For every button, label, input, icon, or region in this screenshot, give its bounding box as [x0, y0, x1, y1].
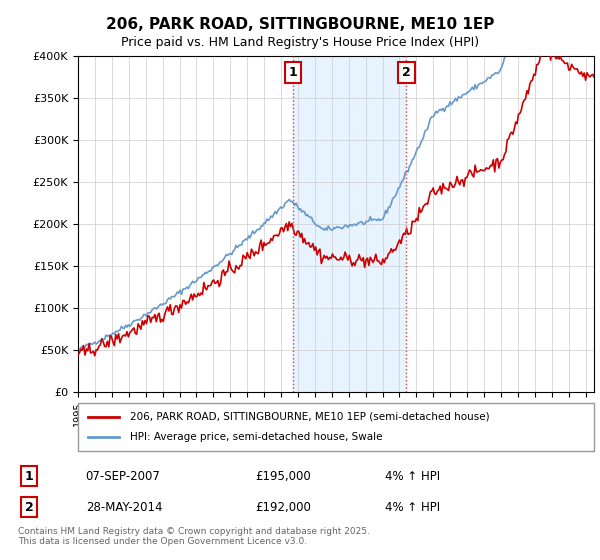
Text: £192,000: £192,000: [255, 501, 311, 514]
Text: Price paid vs. HM Land Registry's House Price Index (HPI): Price paid vs. HM Land Registry's House …: [121, 36, 479, 49]
Text: 2: 2: [402, 66, 411, 79]
Text: 206, PARK ROAD, SITTINGBOURNE, ME10 1EP: 206, PARK ROAD, SITTINGBOURNE, ME10 1EP: [106, 17, 494, 32]
Text: HPI: Average price, semi-detached house, Swale: HPI: Average price, semi-detached house,…: [130, 432, 382, 442]
Text: 206, PARK ROAD, SITTINGBOURNE, ME10 1EP (semi-detached house): 206, PARK ROAD, SITTINGBOURNE, ME10 1EP …: [130, 412, 489, 422]
Text: 07-SEP-2007: 07-SEP-2007: [86, 470, 161, 483]
Text: 4% ↑ HPI: 4% ↑ HPI: [385, 501, 440, 514]
Text: 1: 1: [25, 470, 34, 483]
Text: 4% ↑ HPI: 4% ↑ HPI: [385, 470, 440, 483]
Text: £195,000: £195,000: [255, 470, 311, 483]
Text: 1: 1: [289, 66, 297, 79]
Text: 2: 2: [25, 501, 34, 514]
Text: Contains HM Land Registry data © Crown copyright and database right 2025.
This d: Contains HM Land Registry data © Crown c…: [18, 526, 370, 546]
FancyBboxPatch shape: [78, 403, 594, 451]
Text: 28-MAY-2014: 28-MAY-2014: [86, 501, 162, 514]
